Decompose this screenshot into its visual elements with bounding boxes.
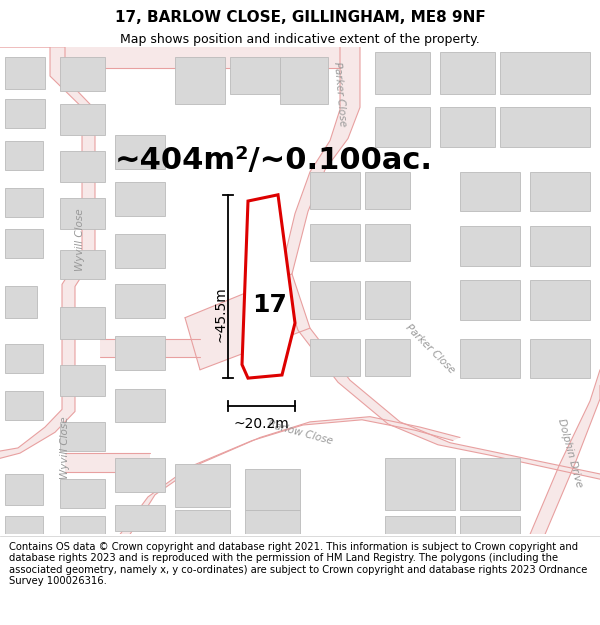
Bar [310, 224, 360, 261]
Bar [460, 172, 520, 211]
Bar [365, 172, 410, 209]
Bar [115, 505, 165, 531]
Bar [175, 464, 230, 508]
Bar [440, 52, 495, 94]
Bar [245, 469, 300, 511]
Bar [115, 182, 165, 216]
Bar [60, 151, 105, 182]
Bar [60, 198, 105, 229]
Bar [115, 284, 165, 318]
Text: Parker Close: Parker Close [332, 61, 348, 126]
Bar [60, 364, 105, 396]
Polygon shape [100, 339, 200, 357]
Bar [5, 99, 45, 128]
Bar [5, 141, 43, 170]
Polygon shape [185, 274, 310, 370]
Bar [5, 188, 43, 217]
Bar [230, 58, 280, 94]
Bar [5, 344, 43, 373]
Bar [60, 104, 105, 136]
Bar [280, 58, 328, 104]
Text: Dolphin Drive: Dolphin Drive [556, 418, 584, 489]
Bar [375, 52, 430, 94]
Bar [115, 136, 165, 169]
Text: Wyvill Close: Wyvill Close [60, 417, 70, 479]
Bar [310, 281, 360, 319]
Text: ~20.2m: ~20.2m [233, 417, 289, 431]
Bar [60, 422, 105, 451]
Text: Contains OS data © Crown copyright and database right 2021. This information is : Contains OS data © Crown copyright and d… [9, 542, 587, 586]
Text: Map shows position and indicative extent of the property.: Map shows position and indicative extent… [120, 32, 480, 46]
Bar [60, 516, 105, 534]
Bar [365, 339, 410, 376]
Polygon shape [65, 47, 340, 68]
Text: 17: 17 [253, 293, 287, 318]
Bar [60, 479, 105, 508]
Polygon shape [242, 195, 295, 378]
Polygon shape [280, 274, 600, 479]
Bar [115, 336, 165, 370]
Bar [60, 308, 105, 339]
Bar [500, 52, 590, 94]
Polygon shape [120, 417, 460, 534]
Bar [5, 229, 43, 258]
Bar [500, 107, 590, 147]
Text: Barlow Close: Barlow Close [266, 419, 334, 446]
Text: Parker Close: Parker Close [403, 322, 457, 376]
Bar [375, 107, 430, 147]
Bar [5, 286, 37, 318]
Polygon shape [530, 370, 600, 534]
Bar [245, 511, 300, 534]
Bar [460, 458, 520, 511]
Polygon shape [0, 47, 95, 458]
Text: 17, BARLOW CLOSE, GILLINGHAM, ME8 9NF: 17, BARLOW CLOSE, GILLINGHAM, ME8 9NF [115, 10, 485, 25]
Text: ~45.5m: ~45.5m [213, 286, 227, 342]
Bar [385, 458, 455, 511]
Bar [115, 389, 165, 422]
Bar [175, 511, 230, 534]
Bar [5, 516, 43, 534]
Bar [115, 458, 165, 492]
Bar [5, 474, 43, 505]
Bar [5, 391, 43, 420]
Bar [530, 280, 590, 320]
Bar [60, 58, 105, 91]
Bar [530, 226, 590, 266]
Bar [365, 224, 410, 261]
Bar [5, 58, 45, 89]
Bar [175, 58, 225, 104]
Polygon shape [65, 453, 150, 472]
Bar [530, 339, 590, 378]
Bar [310, 172, 360, 209]
Text: Wyvill Close: Wyvill Close [75, 208, 85, 271]
Bar [530, 172, 590, 211]
Bar [460, 226, 520, 266]
Bar [460, 516, 520, 534]
Bar [115, 234, 165, 268]
Bar [460, 339, 520, 378]
Bar [460, 280, 520, 320]
Polygon shape [280, 47, 360, 276]
Bar [440, 107, 495, 147]
Bar [385, 516, 455, 534]
Bar [365, 281, 410, 319]
Text: ~404m²/~0.100ac.: ~404m²/~0.100ac. [115, 146, 433, 175]
Bar [310, 339, 360, 376]
Bar [60, 250, 105, 279]
